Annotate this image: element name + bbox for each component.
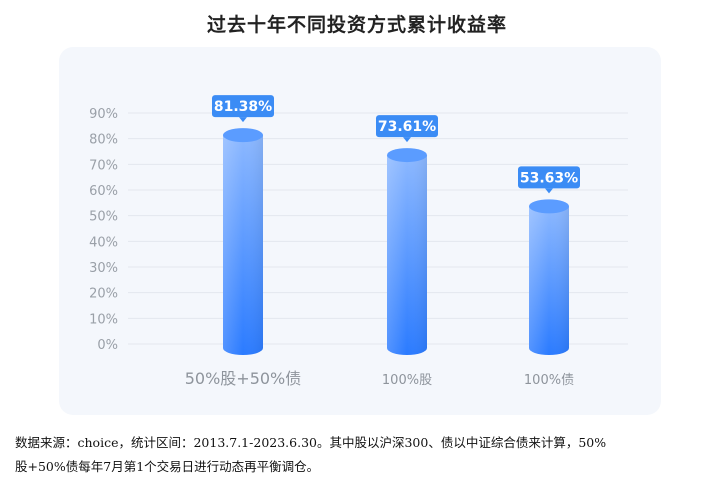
value-label: 81.38% bbox=[214, 99, 272, 115]
bar-group: 53.63% 100%债 bbox=[518, 166, 580, 388]
chart-title: 过去十年不同投资方式累计收益率 bbox=[206, 14, 507, 36]
y-tick-label: 50% bbox=[89, 210, 118, 225]
category-label: 50%股+50%债 bbox=[185, 369, 302, 388]
bar-top bbox=[529, 199, 569, 214]
y-tick-label: 30% bbox=[89, 261, 118, 276]
bar-shading bbox=[387, 155, 427, 355]
category-label: 100%股 bbox=[382, 373, 432, 388]
bar-group: 73.61% 100%股 bbox=[376, 115, 438, 388]
value-label-pointer bbox=[545, 188, 553, 194]
value-label-pointer bbox=[403, 137, 411, 143]
value-label-bg bbox=[518, 166, 580, 189]
value-label: 73.61% bbox=[378, 119, 436, 135]
footnote-line-1: 数据来源：choice，统计区间：2013.7.1-2023.6.30。其中股以… bbox=[15, 435, 607, 450]
bar-shading bbox=[223, 135, 263, 355]
value-label-bg bbox=[376, 115, 438, 138]
y-tick-label: 90% bbox=[89, 107, 118, 122]
value-label-bg bbox=[212, 95, 274, 118]
y-tick-label: 0% bbox=[97, 338, 118, 353]
footnote: 数据来源：choice，统计区间：2013.7.1-2023.6.30。其中股以… bbox=[15, 431, 705, 479]
footnote-line-2: 股+50%债每年7月第1个交易日进行动态再平衡调仓。 bbox=[15, 459, 320, 474]
bar-shading bbox=[529, 206, 569, 355]
y-tick-label: 20% bbox=[89, 287, 118, 302]
y-tick-label: 40% bbox=[89, 235, 118, 250]
y-tick-label: 80% bbox=[89, 133, 118, 148]
y-tick-label: 60% bbox=[89, 184, 118, 199]
y-tick-label: 10% bbox=[89, 312, 118, 327]
value-label: 53.63% bbox=[520, 170, 578, 186]
bar-chart: 0% 10% 20% 30% 40% 50% 60% 70% 80% 90% 81.38% 50%股… bbox=[89, 95, 628, 388]
value-label-pointer bbox=[239, 117, 247, 123]
bar-group: 81.38% 50%股+50%债 bbox=[185, 95, 302, 388]
bar-top bbox=[387, 148, 427, 163]
category-label: 100%债 bbox=[524, 373, 574, 388]
bar-top bbox=[223, 128, 263, 143]
y-tick-label: 70% bbox=[89, 158, 118, 173]
